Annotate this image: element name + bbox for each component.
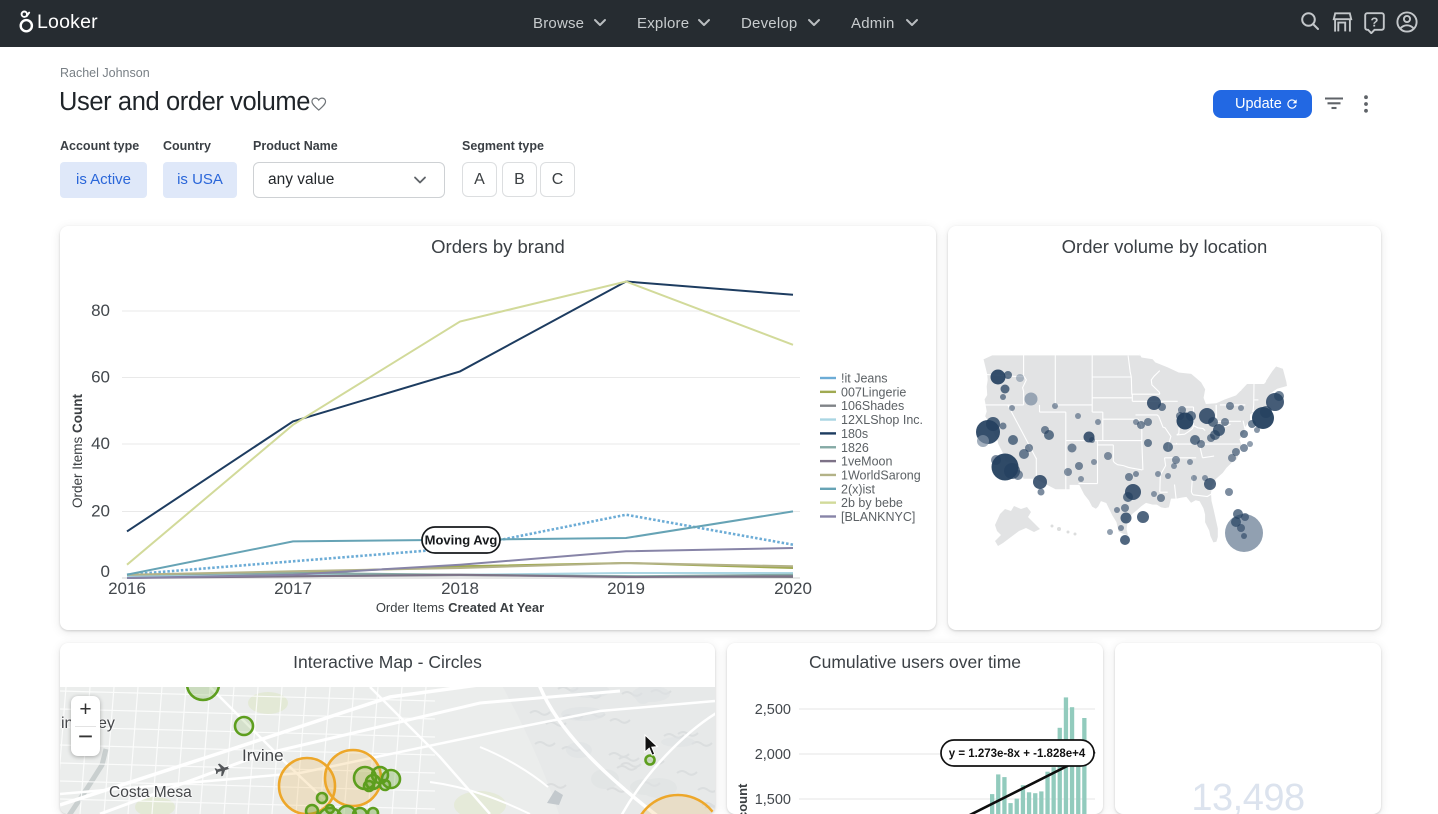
svg-text:106Shades: 106Shades: [841, 399, 904, 413]
svg-text:2019: 2019: [607, 579, 645, 598]
svg-text:2(x)ist: 2(x)ist: [841, 482, 876, 496]
svg-text:1WorldSarong: 1WorldSarong: [841, 468, 921, 482]
svg-text:2,000: 2,000: [755, 747, 791, 763]
svg-text:12XLShop Inc.: 12XLShop Inc.: [841, 413, 923, 427]
svg-text:1veMoon: 1veMoon: [841, 455, 892, 469]
svg-text:2016: 2016: [108, 579, 146, 598]
svg-text:0: 0: [101, 562, 110, 581]
svg-text:y = 1.273e-8x + -1.828e+4: y = 1.273e-8x + -1.828e+4: [949, 748, 1086, 760]
svg-text:[BLANKNYC]: [BLANKNYC]: [841, 510, 915, 524]
svg-text:2018: 2018: [441, 579, 479, 598]
svg-text:Order Items Created At Year: Order Items Created At Year: [376, 600, 544, 615]
svg-text:?: ?: [1371, 14, 1379, 29]
svg-text:count: count: [735, 783, 750, 814]
svg-text:60: 60: [91, 368, 110, 387]
svg-text:180s: 180s: [841, 427, 868, 441]
svg-text:Order Items Count: Order Items Count: [70, 393, 85, 508]
svg-text:Moving Avg: Moving Avg: [425, 533, 498, 548]
svg-text:1826: 1826: [841, 441, 869, 455]
svg-text:40: 40: [91, 434, 110, 453]
svg-text:2,500: 2,500: [755, 702, 791, 718]
svg-text:80: 80: [91, 301, 110, 320]
svg-text:007Lingerie: 007Lingerie: [841, 385, 906, 399]
svg-text:!it Jeans: !it Jeans: [841, 372, 888, 386]
svg-text:1,500: 1,500: [755, 792, 791, 808]
svg-text:2017: 2017: [274, 579, 312, 598]
svg-text:2b by bebe: 2b by bebe: [841, 496, 903, 510]
svg-text:20: 20: [91, 502, 110, 521]
svg-text:2020: 2020: [774, 579, 812, 598]
